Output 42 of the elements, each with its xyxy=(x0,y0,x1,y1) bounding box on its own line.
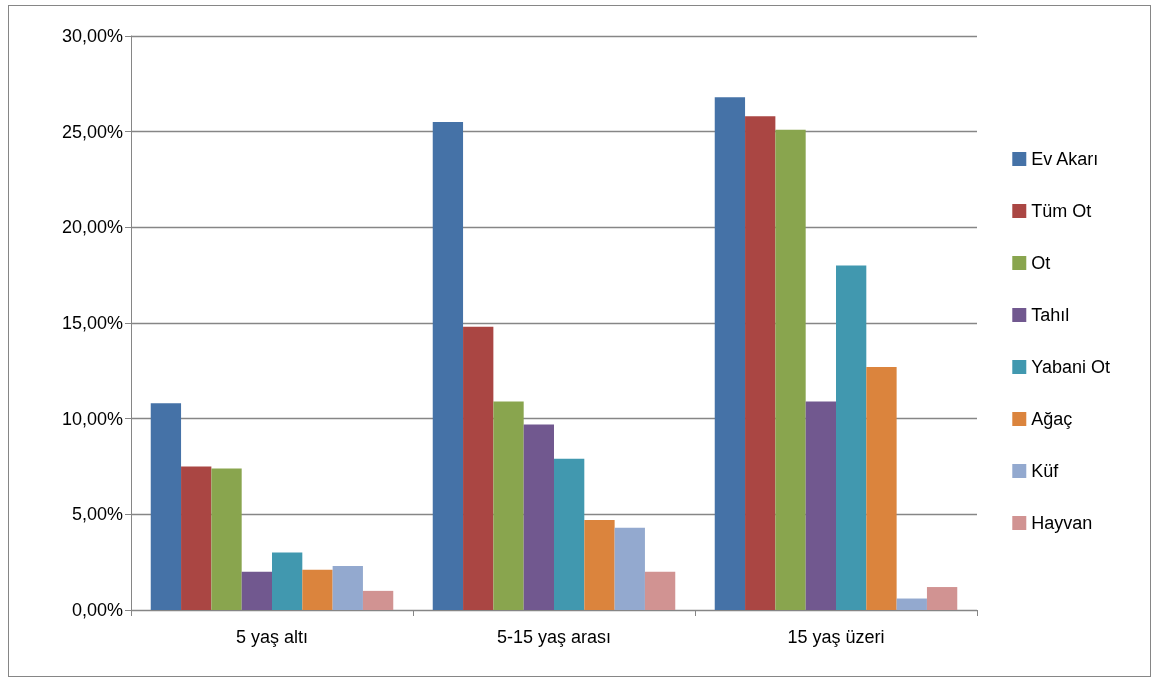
x-tick-label: 5-15 yaş arası xyxy=(496,627,612,647)
bar xyxy=(362,590,394,610)
y-tick-label: 0,00% xyxy=(71,600,123,620)
y-tick-label: 15,00% xyxy=(61,313,123,333)
y-tick-label: 30,00% xyxy=(61,26,123,46)
legend-label: Ev Akarı xyxy=(1031,149,1099,169)
bar xyxy=(211,468,242,610)
bar xyxy=(836,265,867,610)
bar xyxy=(432,122,464,610)
y-tick-label: 5,00% xyxy=(71,504,123,525)
bar xyxy=(805,401,836,610)
bar xyxy=(493,401,524,610)
bar xyxy=(554,458,585,610)
bar xyxy=(523,424,554,610)
bar xyxy=(463,326,494,610)
legend-label: Tahıl xyxy=(1031,305,1070,325)
bar xyxy=(614,527,645,610)
bar xyxy=(926,587,958,610)
y-tick-label: 10,00% xyxy=(61,408,123,429)
bar xyxy=(584,520,615,610)
legend-label: Ot xyxy=(1031,253,1051,273)
bar xyxy=(181,466,212,610)
bar xyxy=(644,571,676,610)
legend-label: Küf xyxy=(1031,461,1060,481)
bar xyxy=(332,565,363,610)
x-tick-label: 15 yaş üzeri xyxy=(787,627,885,647)
bar xyxy=(896,598,927,610)
bar xyxy=(150,403,182,610)
bar xyxy=(714,97,746,610)
bar xyxy=(272,552,303,610)
bar xyxy=(745,116,776,610)
legend-label: Hayvan xyxy=(1031,513,1093,533)
y-tick-label: 25,00% xyxy=(61,121,123,142)
y-tick-label: 20,00% xyxy=(61,217,123,238)
bar xyxy=(302,569,333,610)
legend-label: Ağaç xyxy=(1031,409,1073,429)
bar xyxy=(866,367,897,610)
legend-label: Tüm Ot xyxy=(1031,201,1092,221)
legend-label: Yabani Ot xyxy=(1031,357,1110,377)
bar xyxy=(775,129,806,610)
bar xyxy=(241,571,272,610)
x-tick-label: 5 yaş altı xyxy=(235,627,309,647)
